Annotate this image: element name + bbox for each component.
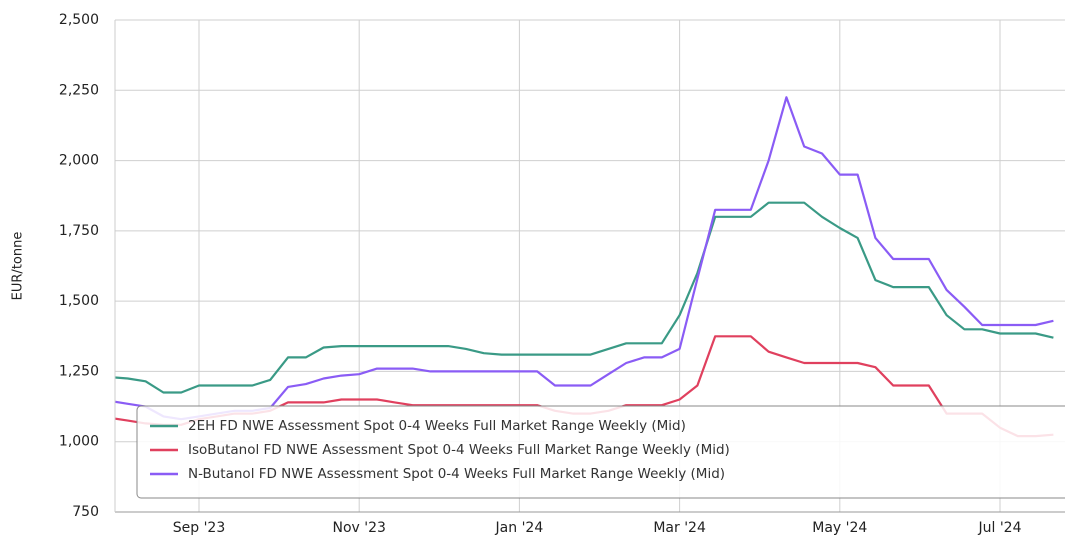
x-tick-label: Sep '23	[173, 520, 226, 536]
x-tick-label: Mar '24	[653, 520, 706, 536]
y-tick-label: 2,500	[59, 12, 99, 28]
y-tick-label: 1,500	[59, 293, 99, 309]
y-tick-label: 750	[72, 504, 99, 520]
x-tick-label: Jan '24	[495, 520, 544, 536]
legend-box	[136, 405, 1065, 499]
x-tick-label: Nov '23	[332, 520, 385, 536]
series-line	[115, 96, 1054, 421]
x-tick-label: May '24	[812, 520, 867, 536]
legend-label: 2EH FD NWE Assessment Spot 0-4 Weeks Ful…	[188, 418, 686, 434]
y-axis-label: EUR/tonne	[11, 232, 26, 301]
x-tick-label: Jul '24	[977, 520, 1021, 536]
legend-label: IsoButanol FD NWE Assessment Spot 0-4 We…	[188, 442, 730, 458]
y-tick-label: 2,250	[59, 82, 99, 98]
y-tick-label: 1,250	[59, 363, 99, 379]
axes: 750 1,000 1,250 1,500 1,750 2,000 2,250 2,500 Se…	[59, 12, 1065, 536]
legend: 2EH FD NWE Assessment Spot 0-4 Weeks Ful…	[136, 405, 1065, 499]
y-tick-label: 1,000	[59, 434, 99, 450]
y-tick-label: 1,750	[59, 223, 99, 239]
legend-label: N-Butanol FD NWE Assessment Spot 0-4 Wee…	[188, 466, 725, 482]
lines	[115, 96, 1054, 438]
y-tick-label: 2,000	[59, 153, 99, 169]
series-line	[115, 201, 1054, 394]
